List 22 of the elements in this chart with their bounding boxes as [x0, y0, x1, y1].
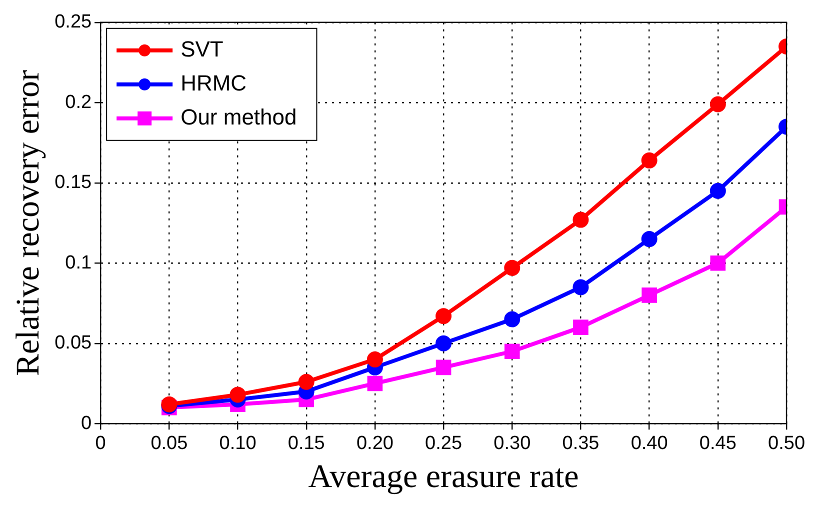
x-tick-label: 0.40	[630, 433, 668, 454]
y-tick-label: 0	[81, 412, 92, 434]
x-tick-label: 0.25	[425, 433, 462, 454]
legend-label: Our method	[180, 104, 297, 130]
x-tick-label: 0.50	[768, 433, 805, 454]
x-tick-label: 0.35	[562, 433, 600, 454]
y-tick-label: 0.25	[54, 12, 92, 33]
x-tick-label: 0.10	[219, 433, 256, 454]
legend-label: SVT	[180, 36, 224, 62]
x-tick-label: 0.05	[150, 433, 188, 454]
x-tick-label: 0.45	[699, 433, 736, 454]
y-tick-label: 0.15	[54, 172, 92, 194]
x-tick-label: 0.20	[356, 433, 394, 454]
y-tick-label: 0.05	[54, 332, 92, 354]
y-axis-title: Relative recovery error	[10, 70, 46, 376]
x-tick-label: 0	[95, 433, 106, 454]
x-tick-label: 0.15	[288, 433, 325, 454]
y-tick-label: 0.2	[65, 92, 92, 113]
x-axis-title: Average erasure rate	[308, 458, 579, 495]
legend-label: HRMC	[180, 70, 247, 96]
y-tick-label: 0.1	[65, 252, 92, 274]
x-tick-label: 0.30	[494, 433, 531, 454]
